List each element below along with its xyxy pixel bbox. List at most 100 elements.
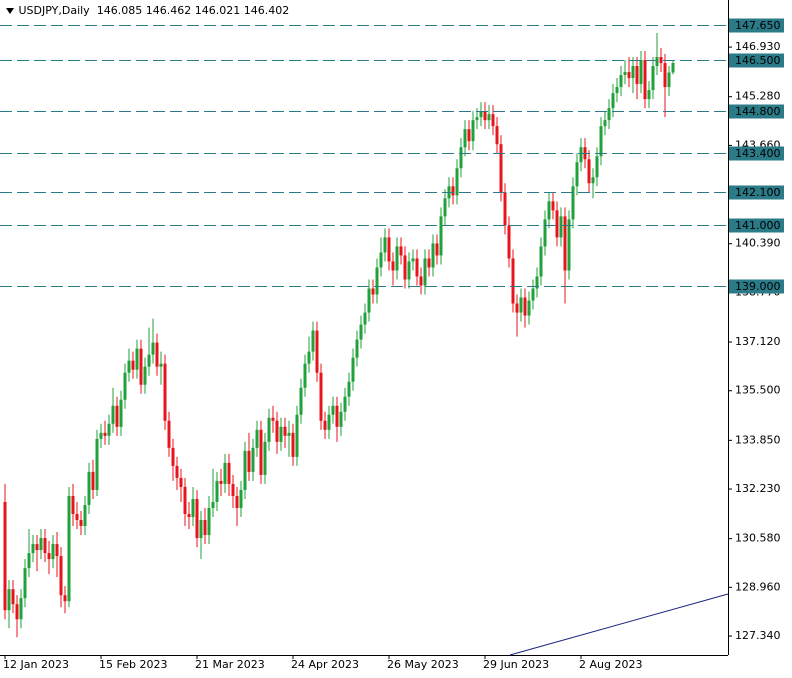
candle-body <box>551 201 555 211</box>
candle-body <box>319 372 323 421</box>
candle-body <box>179 477 183 487</box>
candle-body <box>383 237 387 253</box>
candle-body <box>587 159 591 184</box>
y-tick-label: 127.340 <box>735 629 781 642</box>
candle-body <box>71 495 75 514</box>
y-tick-label: 137.120 <box>735 335 781 348</box>
candle-body <box>355 339 359 358</box>
candle-body <box>371 288 375 295</box>
y-tick-label: 133.850 <box>735 433 781 446</box>
candle-body <box>395 246 399 271</box>
candle-body <box>567 219 571 271</box>
candle-body <box>143 366 147 385</box>
candle-body <box>539 246 543 277</box>
level-label: 139.000 <box>735 280 781 293</box>
candle-body <box>435 243 439 256</box>
candle-body <box>487 114 491 121</box>
candle-body <box>507 225 511 259</box>
candle-body <box>199 520 203 539</box>
candle-body <box>643 60 647 100</box>
low-value: 146.021 <box>194 4 241 17</box>
level-label-box <box>729 53 784 68</box>
candle-body <box>99 432 103 439</box>
y-tick-label: 128.960 <box>735 580 781 593</box>
candle-body <box>503 192 507 226</box>
candle-body <box>271 417 275 421</box>
candle-body <box>115 405 119 427</box>
candle-body <box>543 219 547 247</box>
candle-body <box>267 417 271 442</box>
candle-body <box>83 504 87 527</box>
trend-line <box>509 593 729 656</box>
y-tick-label: 130.580 <box>735 532 781 545</box>
x-tick-label: 26 May 2023 <box>387 658 459 671</box>
candle-body <box>339 411 343 427</box>
candle-body <box>499 144 503 193</box>
candle-body <box>603 120 607 127</box>
candle-body <box>223 462 227 484</box>
candle-body <box>239 489 243 508</box>
candle-body <box>443 198 447 217</box>
candle-body <box>79 520 83 527</box>
candle-body <box>579 147 583 163</box>
candle-body <box>411 258 415 262</box>
candle-body <box>119 399 123 427</box>
chart-header: USDJPY,Daily 146.085 146.462 146.021 146… <box>6 4 289 17</box>
level-label-box <box>729 218 784 233</box>
candle-body <box>219 480 223 484</box>
y-tick-label: 132.230 <box>735 482 781 495</box>
menu-arrow[interactable] <box>6 7 15 15</box>
level-label: 146.500 <box>735 54 781 67</box>
candle-body <box>183 486 187 514</box>
level-label-box <box>729 185 784 200</box>
candle-body <box>591 177 595 184</box>
candle-body <box>323 420 327 430</box>
candle-body <box>471 120 475 142</box>
candle-body <box>663 63 667 88</box>
candle-body <box>419 276 423 286</box>
candle-body <box>135 348 139 370</box>
x-tick-label: 2 Aug 2023 <box>579 658 642 671</box>
candle-body <box>127 360 131 373</box>
close-value: 146.402 <box>243 4 290 17</box>
candle-body <box>255 429 259 448</box>
level-label-box <box>729 104 784 119</box>
candle-body <box>275 420 279 442</box>
candle-body <box>87 471 91 505</box>
candle-body <box>399 246 403 256</box>
candle-body <box>295 414 299 457</box>
candle-body <box>123 372 127 400</box>
candle-body <box>511 258 515 304</box>
candle-body <box>359 324 363 340</box>
candle-body <box>155 342 159 367</box>
candle-body <box>623 72 627 76</box>
candle-body <box>655 57 659 67</box>
candle-body <box>211 501 215 508</box>
candle-body <box>279 426 283 442</box>
candle-body <box>67 495 71 602</box>
y-tick-label: 140.390 <box>735 237 781 250</box>
candle-body <box>15 604 19 620</box>
candle-body <box>131 360 135 370</box>
candle-body <box>363 312 367 325</box>
candle-body <box>619 75 623 88</box>
x-tick-label: 12 Jan 2023 <box>3 658 69 671</box>
level-label: 147.650 <box>735 19 781 32</box>
candle-body <box>459 147 463 169</box>
candle-body <box>139 348 143 385</box>
candle-body <box>367 288 371 313</box>
candle-body <box>379 252 383 268</box>
candle-body <box>315 330 319 373</box>
candle-body <box>599 126 603 157</box>
x-tick-label: 29 Jun 2023 <box>483 658 549 671</box>
candle-body <box>327 414 331 430</box>
candle-body <box>171 447 175 466</box>
candle-body <box>639 60 643 85</box>
candle-body <box>467 129 471 142</box>
candle-body <box>191 498 195 518</box>
candle-body <box>331 405 335 415</box>
candle-body <box>163 363 167 421</box>
candle-body <box>203 520 207 536</box>
candle-body <box>215 480 219 502</box>
